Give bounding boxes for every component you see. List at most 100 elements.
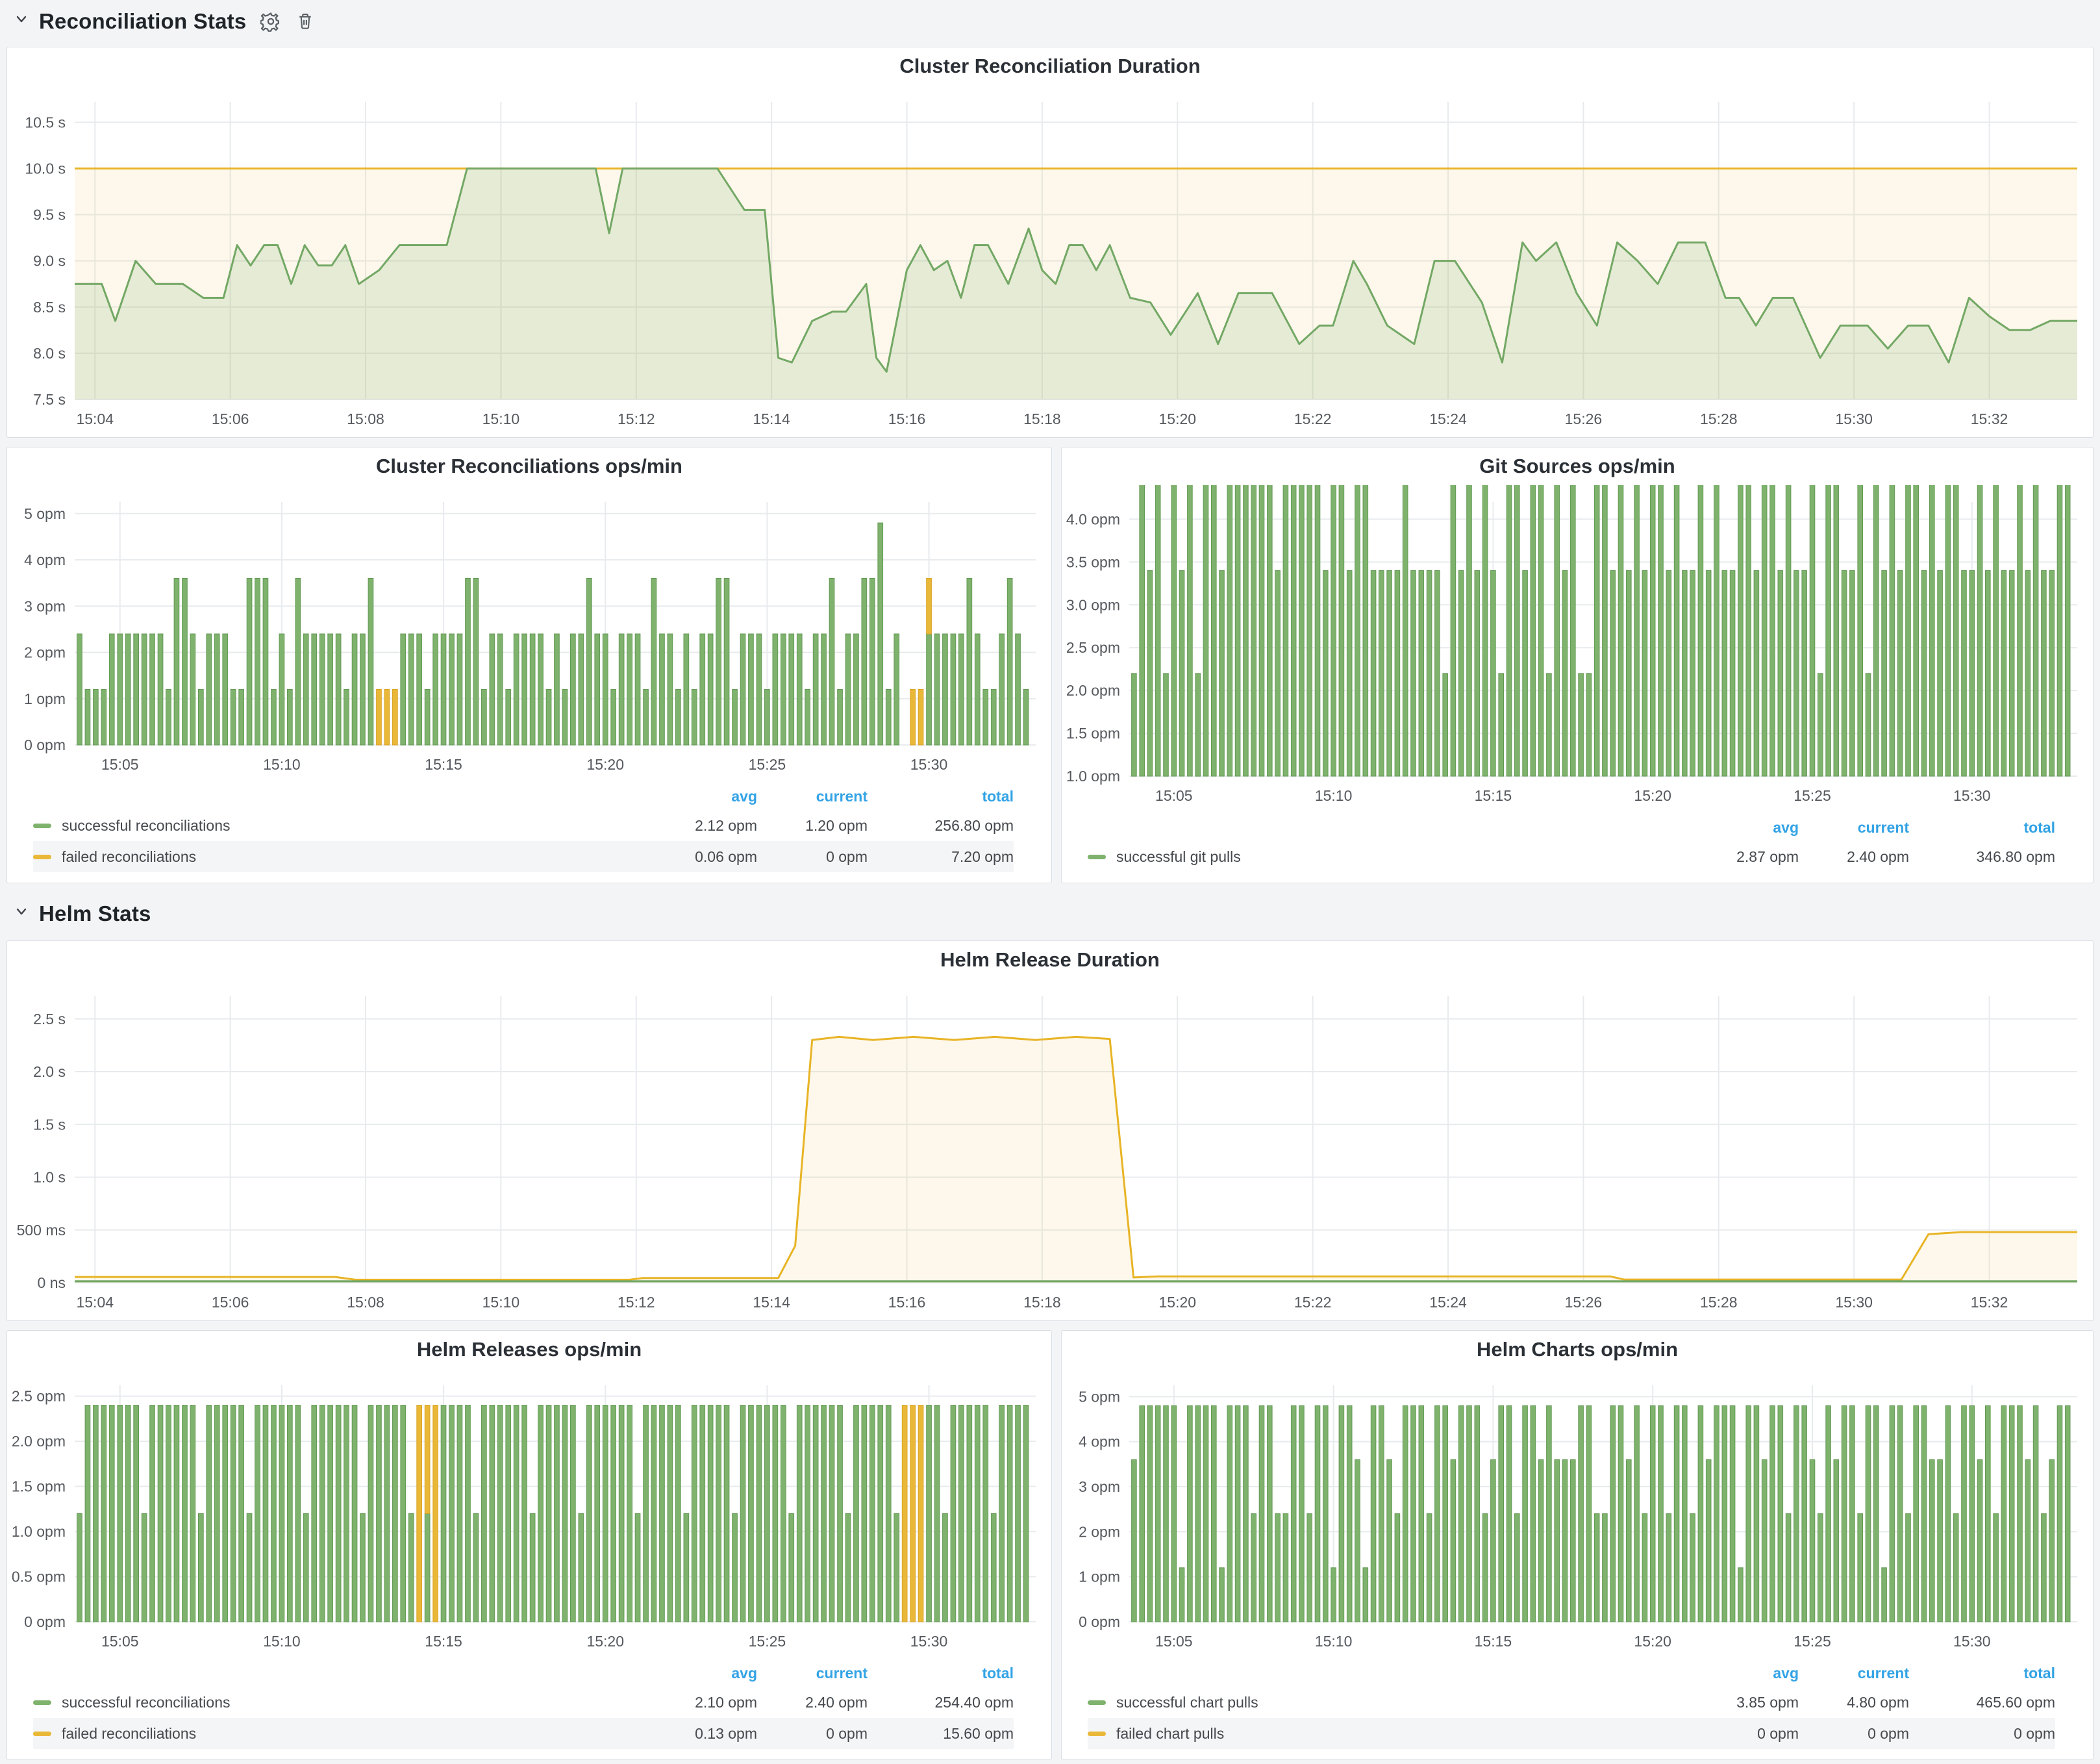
legend-col-current[interactable]: current — [1857, 1664, 1909, 1682]
legend-col-total[interactable]: total — [2023, 818, 2055, 836]
y-tick-label: 2.0 opm — [1066, 682, 1120, 699]
legend-header: avg current total — [1088, 814, 2055, 841]
legend-row: failed reconciliations 0.13 opm 0 opm 15.60… — [33, 1718, 1014, 1749]
x-tick-label: 15:25 — [749, 1633, 786, 1650]
legend-value: 254.40 opm — [934, 1693, 1014, 1711]
y-tick-label: 0 opm — [24, 737, 66, 753]
legend-value: 2.10 opm — [695, 1693, 757, 1711]
x-tick-label: 15:08 — [347, 410, 384, 427]
legend-col-current[interactable]: current — [816, 1664, 868, 1682]
x-tick-label: 15:05 — [101, 1633, 139, 1650]
helm-charts-ops-chart[interactable]: 0 opm 1 opm 2 opm 3 opm 4 opm 5 opm 15:05 15:10… — [1062, 1368, 2093, 1659]
x-tick-label: 15:30 — [1953, 787, 1991, 804]
x-tick-label: 15:16 — [888, 1294, 926, 1311]
y-tick-label: 1 opm — [1079, 1569, 1120, 1585]
legend-col-avg[interactable]: avg — [1773, 1664, 1799, 1682]
legend-value: 2.87 opm — [1736, 848, 1799, 865]
panel-helm-releases-ops: Helm Releases ops/min 0 opm 0.5 opm 1.0 op… — [6, 1330, 1052, 1760]
x-tick-label: 15:18 — [1023, 1294, 1061, 1311]
x-tick-label: 15:04 — [76, 1294, 114, 1311]
trash-icon[interactable] — [295, 11, 316, 32]
x-tick-label: 15:32 — [1971, 410, 2008, 427]
panel-title[interactable]: Helm Release Duration — [940, 948, 1160, 971]
legend-col-total[interactable]: total — [982, 1664, 1014, 1682]
chevron-down-icon[interactable] — [14, 10, 29, 31]
legend-col-avg[interactable]: avg — [731, 787, 757, 805]
cluster-reconciliation-duration-chart[interactable]: 7.5 s 8.0 s 8.5 s 9.0 s 9.5 s 10.0 s 10.5 s 15:… — [7, 85, 2093, 437]
legend-value: 0.06 opm — [695, 848, 757, 865]
series-label[interactable]: failed chart pulls — [1116, 1724, 1225, 1742]
legend-col-total[interactable]: total — [982, 787, 1014, 805]
x-tick-label: 15:25 — [1794, 1633, 1831, 1650]
x-tick-label: 15:30 — [1835, 1294, 1873, 1311]
y-tick-label: 8.5 s — [33, 299, 66, 316]
x-tick-label: 15:22 — [1294, 410, 1332, 427]
y-tick-label: 2 opm — [24, 644, 66, 661]
y-tick-label: 1 opm — [24, 690, 66, 707]
helm-releases-ops-chart[interactable]: 0 opm 0.5 opm 1.0 opm 1.5 opm 2.0 opm 2.5 opm… — [7, 1368, 1051, 1659]
legend-value: 0 opm — [1868, 1724, 1909, 1742]
panel-title[interactable]: Helm Releases ops/min — [416, 1338, 642, 1361]
y-tick-label: 2.5 s — [33, 1011, 66, 1027]
series-label[interactable]: successful reconciliations — [62, 1693, 231, 1711]
x-tick-label: 15:10 — [1315, 1633, 1353, 1650]
x-tick-label: 15:24 — [1429, 1294, 1467, 1311]
legend-value: 0 opm — [2014, 1724, 2055, 1742]
series-label[interactable]: failed reconciliations — [62, 1724, 197, 1742]
legend: avg current total successful reconciliation… — [7, 1659, 1051, 1759]
y-tick-label: 0.5 opm — [12, 1569, 66, 1585]
y-tick-label: 1.5 opm — [1066, 725, 1120, 742]
legend-col-total[interactable]: total — [2023, 1664, 2055, 1682]
x-tick-label: 15:12 — [618, 1294, 655, 1311]
y-tick-label: 1.5 s — [33, 1116, 66, 1133]
series-label[interactable]: failed reconciliations — [62, 848, 197, 865]
y-tick-label: 2.0 opm — [12, 1433, 66, 1450]
legend-value: 7.20 opm — [951, 848, 1014, 865]
section-header-helm-stats[interactable]: Helm Stats — [14, 898, 151, 930]
helm-release-duration-chart[interactable]: 0 ns 500 ms 1.0 s 1.5 s 2.0 s 2.5 s 15:04 15:06… — [7, 979, 2093, 1320]
panel-cluster-reconciliation-duration: Cluster Reconciliation Duration 7.5 s 8.0… — [6, 47, 2094, 438]
x-tick-label: 15:15 — [425, 1633, 462, 1650]
legend-value: 0.13 opm — [695, 1724, 757, 1742]
legend-value: 0 opm — [826, 1724, 868, 1742]
git-sources-ops-chart[interactable]: 1.0 opm 1.5 opm 2.0 opm 2.5 opm 3.0 opm 3.5 o… — [1062, 485, 2093, 814]
gear-icon[interactable] — [260, 11, 281, 32]
legend-col-current[interactable]: current — [816, 787, 868, 805]
legend-col-avg[interactable]: avg — [1773, 818, 1799, 836]
panel-title[interactable]: Cluster Reconciliations ops/min — [376, 455, 682, 477]
y-tick-label: 4 opm — [24, 551, 66, 568]
y-tick-label: 3 opm — [24, 598, 66, 614]
y-tick-label: 3.0 opm — [1066, 596, 1120, 613]
series-swatch — [33, 854, 51, 859]
x-tick-label: 15:05 — [1155, 1633, 1193, 1650]
panel-title[interactable]: Helm Charts ops/min — [1476, 1338, 1679, 1361]
legend-col-current[interactable]: current — [1857, 818, 1909, 836]
x-tick-label: 15:24 — [1429, 410, 1467, 427]
legend-col-avg[interactable]: avg — [731, 1664, 757, 1682]
section-header-reconciliation-stats[interactable]: Reconciliation Stats — [14, 5, 316, 38]
y-tick-label: 4.0 opm — [1066, 510, 1120, 527]
panel-title[interactable]: Cluster Reconciliation Duration — [899, 55, 1201, 77]
x-tick-label: 15:26 — [1565, 1294, 1603, 1311]
cluster-reconciliations-ops-chart[interactable]: 0 opm 1 opm 2 opm 3 opm 4 opm 5 opm 15:05 15:10… — [7, 485, 1051, 783]
legend-row: successful git pulls 2.87 opm 2.40 opm 346.… — [1088, 841, 2055, 872]
legend: avg current total successful reconciliation… — [7, 783, 1051, 883]
x-tick-label: 15:14 — [753, 1294, 790, 1311]
series-label[interactable]: successful git pulls — [1116, 848, 1241, 865]
chevron-down-icon[interactable] — [14, 903, 29, 923]
x-tick-label: 15:30 — [1835, 410, 1873, 427]
series-swatch — [33, 1731, 51, 1736]
x-tick-label: 15:20 — [586, 756, 624, 773]
y-tick-label: 0 opm — [1079, 1613, 1120, 1630]
series-label[interactable]: successful reconciliations — [62, 816, 231, 834]
y-tick-label: 1.0 s — [33, 1169, 66, 1186]
series-label[interactable]: successful chart pulls — [1116, 1693, 1258, 1711]
legend-value: 465.60 opm — [1976, 1693, 2055, 1711]
x-tick-label: 15:20 — [1159, 410, 1197, 427]
x-tick-label: 15:20 — [1634, 787, 1671, 804]
panel-title[interactable]: Git Sources ops/min — [1479, 455, 1675, 477]
series-swatch — [1088, 1700, 1106, 1705]
y-tick-label: 3 opm — [1079, 1478, 1120, 1495]
x-tick-label: 15:10 — [1315, 787, 1353, 804]
